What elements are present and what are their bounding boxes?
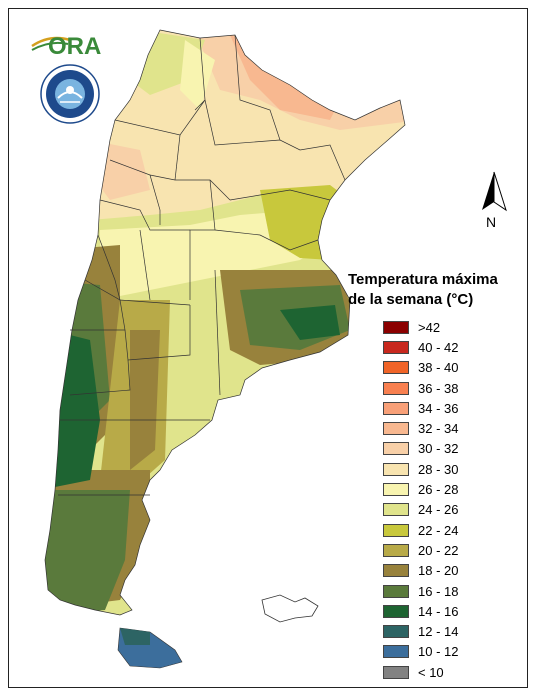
legend-item: 20 - 22 — [383, 540, 458, 560]
legend-label: 38 - 40 — [418, 360, 459, 376]
legend-item: 32 - 34 — [383, 418, 458, 438]
legend-item: 24 - 26 — [383, 500, 458, 520]
legend-swatch — [383, 320, 409, 334]
legend-swatch — [383, 422, 409, 436]
legend-label: 12 - 14 — [418, 624, 459, 640]
legend-label: < 10 — [418, 664, 444, 680]
legend-swatch — [383, 442, 409, 456]
legend-item: 26 - 28 — [383, 479, 458, 499]
legend-label: 24 - 26 — [418, 502, 459, 518]
north-label: N — [486, 214, 497, 230]
legend-item: 38 - 40 — [383, 358, 458, 378]
smn-seal-logo — [40, 64, 100, 124]
legend-label: 22 - 24 — [418, 522, 459, 538]
legend-title-line2: de la semana (°C) — [348, 291, 474, 308]
north-arrow-icon — [482, 171, 507, 212]
legend-label: 32 - 34 — [418, 421, 459, 437]
legend-item: 28 - 30 — [383, 459, 458, 479]
province-borders — [44, 29, 406, 616]
legend-swatch — [383, 543, 409, 557]
legend-swatch — [383, 361, 409, 375]
legend-swatch — [383, 665, 409, 679]
legend-label: 36 - 38 — [418, 380, 459, 396]
legend-swatch — [383, 564, 409, 578]
legend-swatch — [383, 604, 409, 618]
legend-swatch — [383, 381, 409, 395]
malvinas-islands — [261, 594, 319, 623]
legend-label: 14 - 16 — [418, 603, 459, 619]
legend-item: 34 - 36 — [383, 398, 458, 418]
legend-item: < 10 — [383, 662, 458, 682]
svg-text:ORA: ORA — [48, 33, 101, 60]
legend-swatch — [383, 483, 409, 497]
legend-item: 30 - 32 — [383, 439, 458, 459]
legend-label: 20 - 22 — [418, 542, 459, 558]
legend-label: 26 - 28 — [418, 482, 459, 498]
legend-label: 40 - 42 — [418, 339, 459, 355]
legend: >42 40 - 42 38 - 40 36 - 38 34 - 36 32 - 34 30… — [383, 317, 458, 682]
legend-label: 30 - 32 — [418, 441, 459, 457]
legend-item: >42 — [383, 317, 458, 337]
legend-item: 14 - 16 — [383, 601, 458, 621]
legend-swatch — [383, 645, 409, 659]
legend-swatch — [383, 462, 409, 476]
ora-logo: ORA ORA — [31, 33, 101, 60]
legend-label: 18 - 20 — [418, 563, 459, 579]
legend-swatch — [383, 503, 409, 517]
legend-label: >42 — [418, 319, 441, 335]
legend-item: 16 - 18 — [383, 581, 458, 601]
legend-title-line1: Temperatura máxima — [348, 271, 498, 288]
legend-swatch — [383, 523, 409, 537]
legend-item: 18 - 20 — [383, 561, 458, 581]
legend-item: 22 - 24 — [383, 520, 458, 540]
legend-swatch — [383, 584, 409, 598]
legend-label: 28 - 30 — [418, 461, 459, 477]
legend-item: 12 - 14 — [383, 621, 458, 641]
legend-swatch — [383, 401, 409, 415]
legend-swatch — [383, 340, 409, 354]
legend-swatch — [383, 625, 409, 639]
legend-item: 40 - 42 — [383, 337, 458, 357]
legend-label: 16 - 18 — [418, 583, 459, 599]
legend-label: 10 - 12 — [418, 644, 459, 660]
legend-title: Temperatura máxima de la semana (°C) — [348, 270, 528, 310]
legend-item: 36 - 38 — [383, 378, 458, 398]
legend-label: 34 - 36 — [418, 400, 459, 416]
legend-item: 10 - 12 — [383, 642, 458, 662]
